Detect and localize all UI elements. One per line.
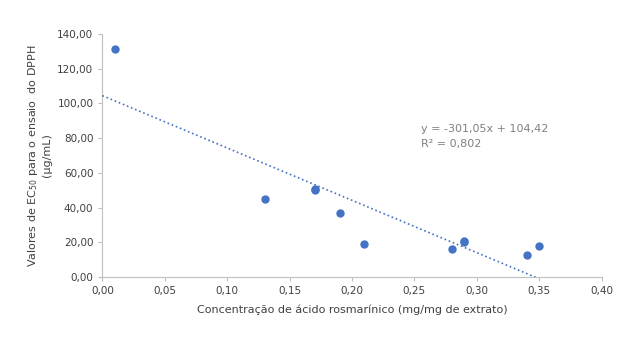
Point	[459, 238, 469, 243]
Point	[310, 186, 320, 191]
Point	[522, 252, 532, 257]
Point	[110, 47, 120, 52]
Point	[360, 241, 370, 247]
Point	[310, 188, 320, 193]
Point	[534, 243, 544, 248]
Point	[334, 210, 344, 216]
Point	[447, 247, 457, 252]
Point	[260, 196, 270, 202]
Y-axis label: Valores de EC$_{50}$ para o ensaio  do DPPH
(µg/mL): Valores de EC$_{50}$ para o ensaio do DP…	[26, 44, 52, 267]
X-axis label: Concentração de ácido rosmarínico (mg/mg de extrato): Concentração de ácido rosmarínico (mg/mg…	[196, 305, 508, 315]
Point	[459, 240, 469, 245]
Text: y = -301,05x + 104,42
R² = 0,802: y = -301,05x + 104,42 R² = 0,802	[420, 124, 548, 149]
